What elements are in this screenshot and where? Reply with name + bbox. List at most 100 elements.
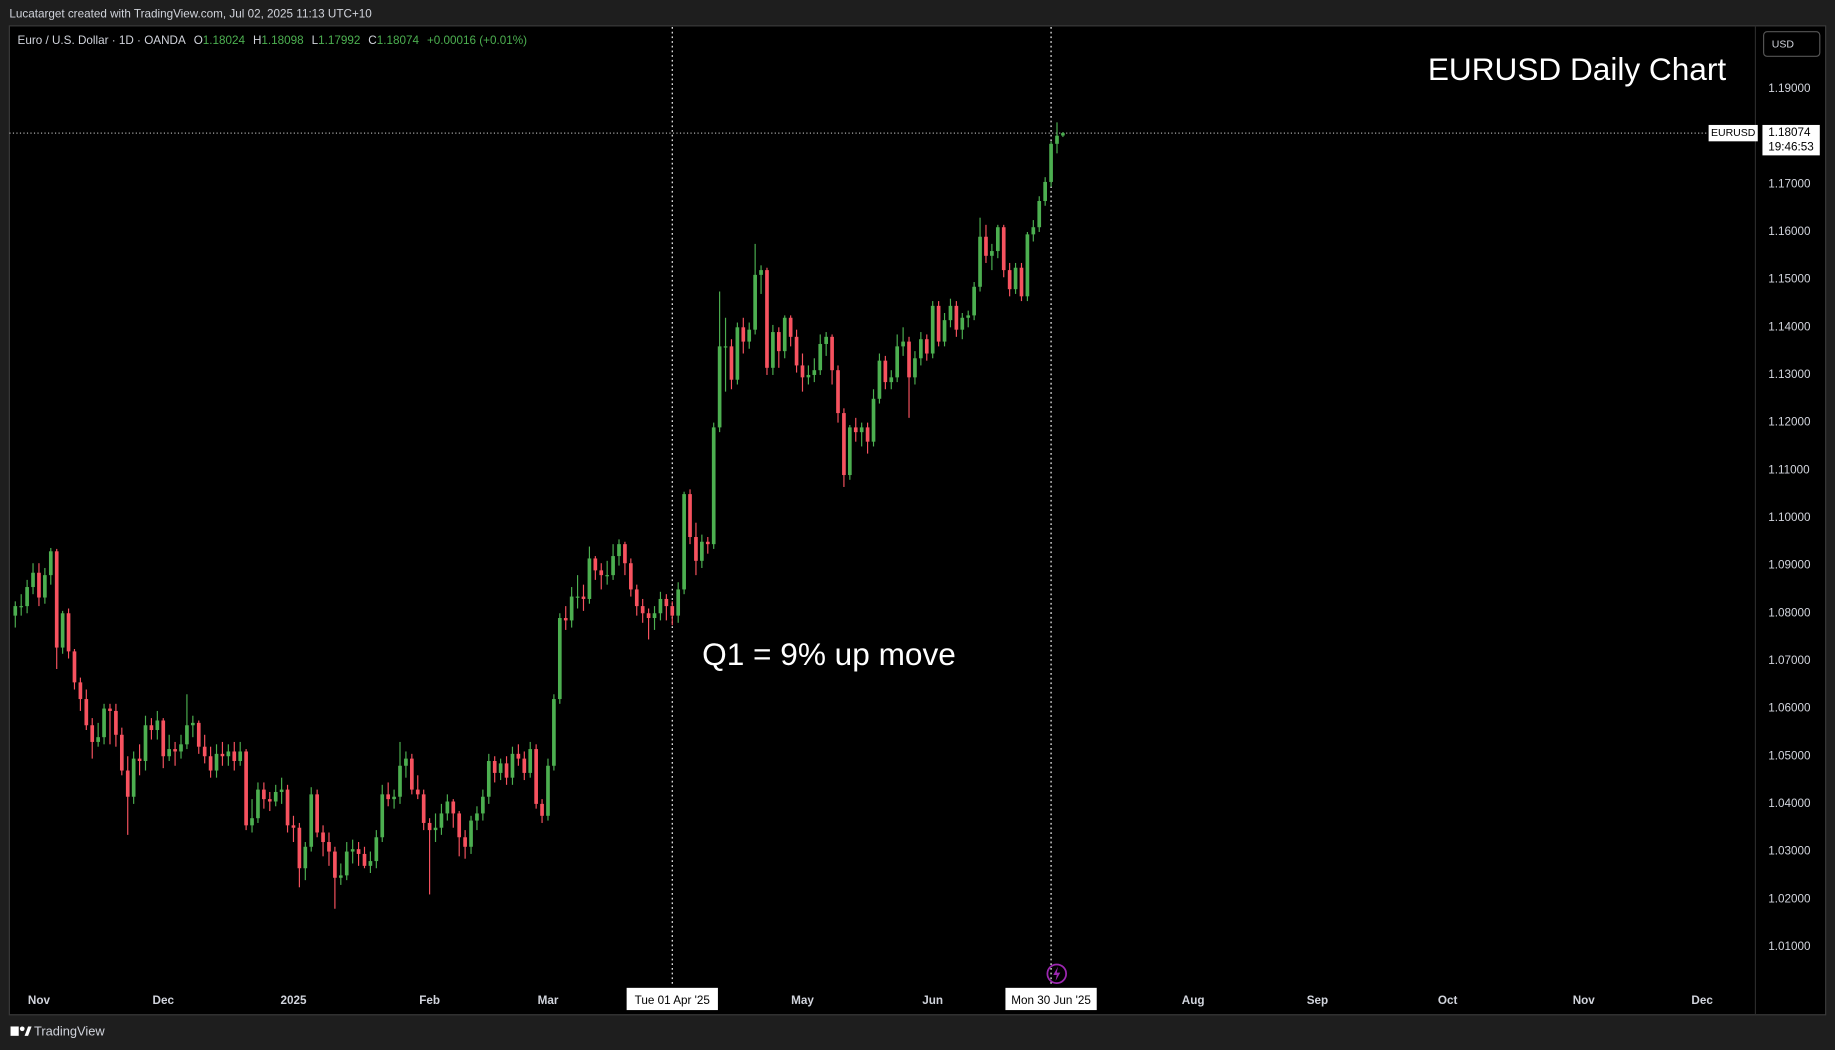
candle-body — [108, 708, 112, 711]
candle-body — [771, 332, 775, 368]
candle-body — [901, 341, 905, 347]
candle-body — [812, 370, 817, 375]
legend-label: L — [312, 34, 319, 47]
candle-body — [563, 618, 568, 621]
candle-body — [1025, 234, 1030, 297]
candle-body — [1043, 181, 1047, 202]
candle-body — [143, 725, 148, 761]
candle-body — [202, 746, 207, 757]
legend-label: O — [194, 34, 203, 47]
candle-body — [717, 346, 722, 428]
candle-body — [782, 317, 787, 352]
currency-button[interactable] — [1763, 31, 1821, 57]
candle-body — [978, 236, 982, 287]
plot: 1.01000 1.02000 1.03000 1.04000 1.05000 1.060… — [9, 27, 1811, 1011]
candle-body — [214, 753, 219, 771]
candle-body — [267, 799, 272, 802]
candle-body — [865, 427, 870, 442]
candle-body — [439, 813, 444, 828]
candle-body — [60, 613, 65, 648]
x-tick-label: Dec — [153, 994, 175, 1007]
candle-body — [818, 343, 823, 371]
x-tick-label: Sep — [1307, 994, 1328, 1007]
candle-body — [445, 801, 450, 814]
candle-body — [427, 822, 432, 831]
date-marker-box — [1005, 987, 1097, 1011]
candle-body — [794, 336, 799, 366]
candle-body — [433, 827, 438, 831]
y-tick-label: 1.12000 — [1768, 416, 1811, 429]
candle-body — [859, 427, 864, 433]
candle-body — [451, 801, 456, 814]
date-marker-label: Mon 30 Jun '25 — [1011, 994, 1091, 1007]
candle-body — [883, 360, 888, 383]
candle-body — [256, 789, 260, 819]
candle-body — [569, 596, 574, 621]
candle-body — [492, 760, 497, 773]
candle-body — [262, 789, 266, 800]
candle-body — [877, 360, 882, 399]
candle-body — [1037, 201, 1042, 228]
price-tag: 1.18074 — [1768, 126, 1811, 139]
legend-value: 1.18074 — [377, 34, 420, 47]
x-tick-label: 2025 — [280, 994, 307, 1007]
candle-body — [125, 770, 130, 797]
candle-body — [350, 849, 355, 852]
candle-body — [155, 720, 160, 731]
candle-body — [919, 339, 923, 359]
event-icon[interactable] — [1046, 963, 1068, 985]
candle-body — [498, 763, 503, 773]
candle-body — [54, 551, 59, 648]
candle-body — [1007, 270, 1012, 290]
candle-body — [344, 851, 349, 876]
candle-body — [948, 305, 953, 321]
candle-body — [309, 794, 314, 847]
y-tick-label: 1.04000 — [1768, 797, 1811, 810]
candle-body — [688, 494, 692, 537]
candle-body — [410, 758, 414, 790]
candle-body — [711, 427, 716, 545]
candle-body — [119, 734, 124, 771]
candle-body — [421, 794, 426, 823]
candle-body — [640, 606, 645, 614]
candle-body — [629, 563, 633, 590]
symbol-tag: EURUSD — [1711, 127, 1756, 139]
candle-body — [457, 813, 462, 838]
candle-body — [327, 842, 331, 852]
candle-body — [806, 374, 811, 378]
candle-body — [954, 305, 959, 330]
candle-body — [705, 541, 710, 545]
candle-body — [185, 725, 189, 745]
annotation: Q1 = 9% up move — [702, 636, 956, 672]
candle-body — [196, 722, 201, 747]
y-tick-label: 1.07000 — [1768, 654, 1811, 667]
candle-body — [279, 789, 284, 792]
candle-body — [599, 570, 604, 576]
candle-body — [179, 744, 183, 752]
y-tick-label: 1.08000 — [1768, 606, 1811, 619]
candle-body — [1031, 227, 1036, 235]
candle-body — [735, 327, 740, 380]
legend-label: H — [253, 34, 261, 47]
candle-body — [291, 825, 296, 828]
attribution: Lucatarget created with TradingView.com,… — [9, 7, 372, 20]
legend-name: Euro / U.S. Dollar · 1D · OANDA — [18, 34, 186, 47]
candle-body — [131, 758, 136, 797]
candle-body — [1013, 267, 1018, 290]
candle-body — [534, 749, 538, 804]
candle-body — [356, 849, 361, 854]
y-tick-label: 1.09000 — [1768, 559, 1811, 572]
candle-body — [226, 751, 231, 757]
x-tick-label: Aug — [1182, 994, 1205, 1007]
candle-body — [114, 710, 118, 735]
candle-body — [747, 329, 752, 342]
candle-body — [510, 753, 515, 778]
candle-body — [788, 317, 793, 337]
chart-pane — [8, 25, 1827, 1016]
candle-body — [658, 598, 663, 614]
candle-body — [232, 751, 237, 761]
y-tick-label: 1.15000 — [1768, 273, 1811, 286]
candle-body — [776, 332, 781, 352]
x-tick-label: Feb — [419, 994, 440, 1007]
candle-body — [676, 589, 681, 616]
